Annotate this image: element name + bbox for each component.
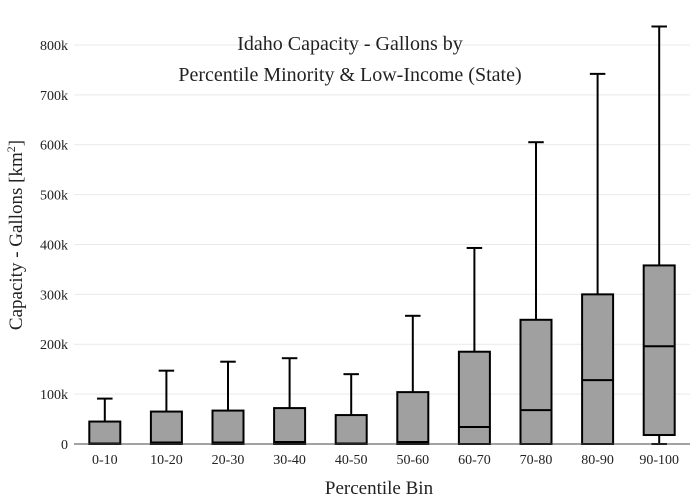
x-tick-label: 70-80 xyxy=(520,453,553,468)
box-iqr xyxy=(149,410,183,446)
box-iqr xyxy=(88,420,122,446)
box-40-50 xyxy=(334,373,368,446)
x-tick-label: 90-100 xyxy=(639,453,679,468)
y-tick-label: 800k xyxy=(40,39,68,54)
box-iqr xyxy=(396,391,430,445)
y-axis-title-text: Capacity - Gallons xyxy=(6,188,27,330)
box-iqr xyxy=(211,409,245,446)
y-tick-label: 600k xyxy=(40,139,68,154)
box-60-70 xyxy=(457,246,491,446)
y-tick-label: 400k xyxy=(40,238,68,253)
y-axis-unit-superscript: 2 xyxy=(4,146,18,152)
box-90-100 xyxy=(642,25,676,445)
chart-title-line-2: Percentile Minority & Low-Income (State) xyxy=(178,64,521,86)
x-tick-label: 30-40 xyxy=(273,453,306,468)
x-tick-label: 60-70 xyxy=(458,453,491,468)
x-tick-label: 0-10 xyxy=(92,453,118,468)
axes: 0 100k 200k 300k 400k 500k 600k 700k 800k 0-10 10-… xyxy=(40,39,690,468)
x-tick-label: 10-20 xyxy=(150,453,183,468)
box-0-10 xyxy=(88,397,122,446)
y-tick-label: 700k xyxy=(40,89,68,104)
y-tick-label: 200k xyxy=(40,338,68,353)
y-tick-label: 0 xyxy=(61,438,68,453)
box-50-60 xyxy=(396,314,430,445)
y-tick-label: 100k xyxy=(40,388,68,403)
chart-title-line-1: Idaho Capacity - Gallons by xyxy=(237,33,463,55)
box-80-90 xyxy=(581,72,615,445)
y-tick-label: 500k xyxy=(40,189,68,204)
y-axis-unit: [km xyxy=(6,152,27,183)
box-iqr xyxy=(642,264,676,437)
box-20-30 xyxy=(211,360,245,446)
box-iqr xyxy=(581,293,615,445)
x-tick-label: 20-30 xyxy=(212,453,245,468)
x-axis-title: Percentile Bin xyxy=(325,478,434,499)
gridlines xyxy=(74,44,690,395)
y-axis-title: Capacity - Gallons [km2] xyxy=(4,140,27,330)
y-tick-label: 300k xyxy=(40,288,68,303)
box-iqr xyxy=(334,414,368,446)
box-series xyxy=(88,25,676,446)
box-iqr xyxy=(457,350,491,446)
x-tick-label: 50-60 xyxy=(396,453,429,468)
box-30-40 xyxy=(273,357,307,446)
box-70-80 xyxy=(519,141,553,445)
box-10-20 xyxy=(149,369,183,446)
x-tick-label: 80-90 xyxy=(581,453,614,468)
y-axis-unit-end: ] xyxy=(6,140,27,146)
box-iqr xyxy=(273,407,307,446)
x-tick-label: 40-50 xyxy=(335,453,368,468)
box-iqr xyxy=(519,318,553,445)
